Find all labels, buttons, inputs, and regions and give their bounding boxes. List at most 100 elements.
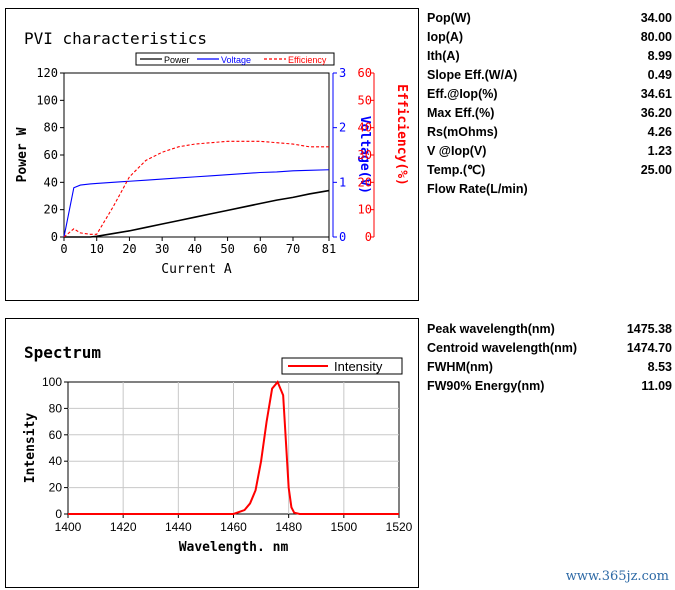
table-row: Pop(W) 34.00: [427, 9, 672, 28]
y-left-tick-label: 100: [36, 93, 58, 107]
pvi-panel: PVI characteristics 0 10 20 30 40 50 60 70 81 Cur…: [5, 8, 419, 301]
y-right-tick-label: 40: [358, 121, 372, 135]
param-label: Peak wavelength(nm): [427, 322, 555, 336]
param-label: Centroid wavelength(nm): [427, 341, 578, 355]
y-mid-tick-label: 2: [339, 121, 346, 135]
table-row: FW90% Energy(nm) 11.09: [427, 377, 672, 396]
series-line-intensity: [68, 380, 399, 515]
y-tick-label: 40: [49, 454, 63, 468]
y-mid-tick-label: 0: [339, 230, 346, 244]
y-tick-label: 20: [49, 481, 63, 495]
y-mid-tick-label: 1: [339, 175, 346, 189]
param-value: 25.00: [640, 163, 672, 177]
y-tick-label: 60: [49, 428, 63, 442]
series-line-voltage: [63, 169, 330, 238]
y-tick-label: 100: [42, 375, 62, 389]
spectrum-chart: 1400 1420 1440 1460 1480 1500 1520 Wavelength. …: [23, 357, 413, 555]
x-tick-label: 70: [286, 242, 300, 256]
x-tick-label: 81: [322, 242, 336, 256]
param-value: 80.00: [640, 30, 672, 44]
y-right-tick-label: 0: [365, 230, 372, 244]
spectrum-chart-title: Spectrum: [24, 343, 102, 362]
x-tick-label: 50: [220, 242, 234, 256]
table-row: Max Eff.(%) 36.20: [427, 104, 672, 123]
y-right-tick-label: 10: [358, 203, 372, 217]
x-tick-label: 1420: [110, 520, 137, 534]
table-row: Iop(A) 80.00: [427, 28, 672, 47]
legend-box: [281, 357, 403, 375]
y-right-tick-label: 50: [358, 93, 372, 107]
table-row: Peak wavelength(nm) 1475.38: [427, 320, 672, 339]
x-axis-label: Current A: [161, 262, 232, 277]
x-axis-label: Wavelength. nm: [179, 540, 289, 555]
table-row: Slope Eff.(W/A) 0.49: [427, 66, 672, 85]
param-label: Max Eff.(%): [427, 106, 495, 120]
y-left-tick-label: 40: [44, 175, 58, 189]
param-value: 8.99: [647, 49, 672, 63]
x-tick-label: 1440: [165, 520, 192, 534]
y-right-tick-label: 20: [358, 175, 372, 189]
param-label: Ith(A): [427, 49, 460, 63]
x-tick-label: 40: [188, 242, 202, 256]
param-label: Rs(mOhms): [427, 125, 498, 139]
x-tick-label: 1520: [386, 520, 413, 534]
y-axis-label: Intensity: [23, 413, 38, 484]
plot-area: [63, 72, 330, 238]
x-tick-label: 1400: [55, 520, 82, 534]
x-tick-label: 1460: [220, 520, 247, 534]
x-tick-label: 60: [253, 242, 267, 256]
y-right-tick-label: 60: [358, 66, 372, 80]
y-right-tick-label: 30: [358, 148, 372, 162]
y-left-tick-label: 0: [51, 230, 58, 244]
x-tick-label: 0: [60, 242, 67, 256]
param-value: 4.26: [647, 125, 672, 139]
legend-label: Intensity: [334, 359, 383, 374]
table-row: Eff.@Iop(%) 34.61: [427, 85, 672, 104]
y-mid-tick-label: 3: [339, 66, 346, 80]
pvi-results-table: Pop(W) 34.00 Iop(A) 80.00 Ith(A) 8.99 Slope Ef…: [427, 9, 672, 199]
param-label: Temp.(℃): [427, 163, 486, 177]
x-tick-label: 10: [89, 242, 103, 256]
table-row: Ith(A) 8.99: [427, 47, 672, 66]
param-label: Pop(W): [427, 11, 471, 25]
x-tick-label: 1480: [275, 520, 302, 534]
y-tick-label: 80: [49, 401, 63, 415]
spectrum-results-table: Peak wavelength(nm) 1475.38 Centroid wavel…: [427, 320, 672, 396]
series-line-power: [64, 189, 330, 238]
param-label: Eff.@Iop(%): [427, 87, 498, 101]
param-value: 1475.38: [626, 322, 672, 336]
legend-box: [135, 52, 335, 66]
y-left-tick-label: 60: [44, 148, 58, 162]
series-line-efficiency: [63, 140, 329, 238]
legend-label: Power: [164, 55, 190, 65]
y-left-tick-label: 80: [44, 121, 58, 135]
param-label: Flow Rate(L/min): [427, 182, 528, 196]
param-label: FWHM(nm): [427, 360, 493, 374]
table-row: V @Iop(V) 1.23: [427, 142, 672, 161]
param-value: 34.00: [640, 11, 672, 25]
table-row: Centroid wavelength(nm) 1474.70: [427, 339, 672, 358]
x-tick-label: 30: [155, 242, 169, 256]
param-label: Iop(A): [427, 30, 464, 44]
param-label: Slope Eff.(W/A): [427, 68, 518, 82]
table-row: Flow Rate(L/min): [427, 180, 672, 199]
table-row: FWHM(nm) 8.53: [427, 358, 672, 377]
x-tick-label: 20: [122, 242, 136, 256]
y-left-tick-label: 120: [36, 66, 58, 80]
param-value: 36.20: [640, 106, 672, 120]
param-value: 1.23: [647, 144, 672, 158]
spectrum-panel: Spectrum 1400 1420 1440 1460 1480 1500 1520 Wav…: [5, 318, 419, 588]
y-tick-label: 0: [55, 507, 62, 521]
legend-label: Efficiency: [288, 55, 327, 65]
param-value: 34.61: [640, 87, 672, 101]
y-mid-axis-label: Voltage(V): [357, 116, 372, 194]
param-value: 11.09: [641, 379, 672, 393]
pvi-chart-title: PVI characteristics: [24, 29, 208, 48]
param-label: FW90% Energy(nm): [427, 379, 545, 393]
y-left-tick-label: 20: [44, 203, 58, 217]
y-left-axis-label: Power W: [15, 127, 30, 182]
table-row: Rs(mOhms) 4.26: [427, 123, 672, 142]
watermark: www.365jz.com: [565, 569, 669, 584]
param-value: 1474.70: [626, 341, 672, 355]
